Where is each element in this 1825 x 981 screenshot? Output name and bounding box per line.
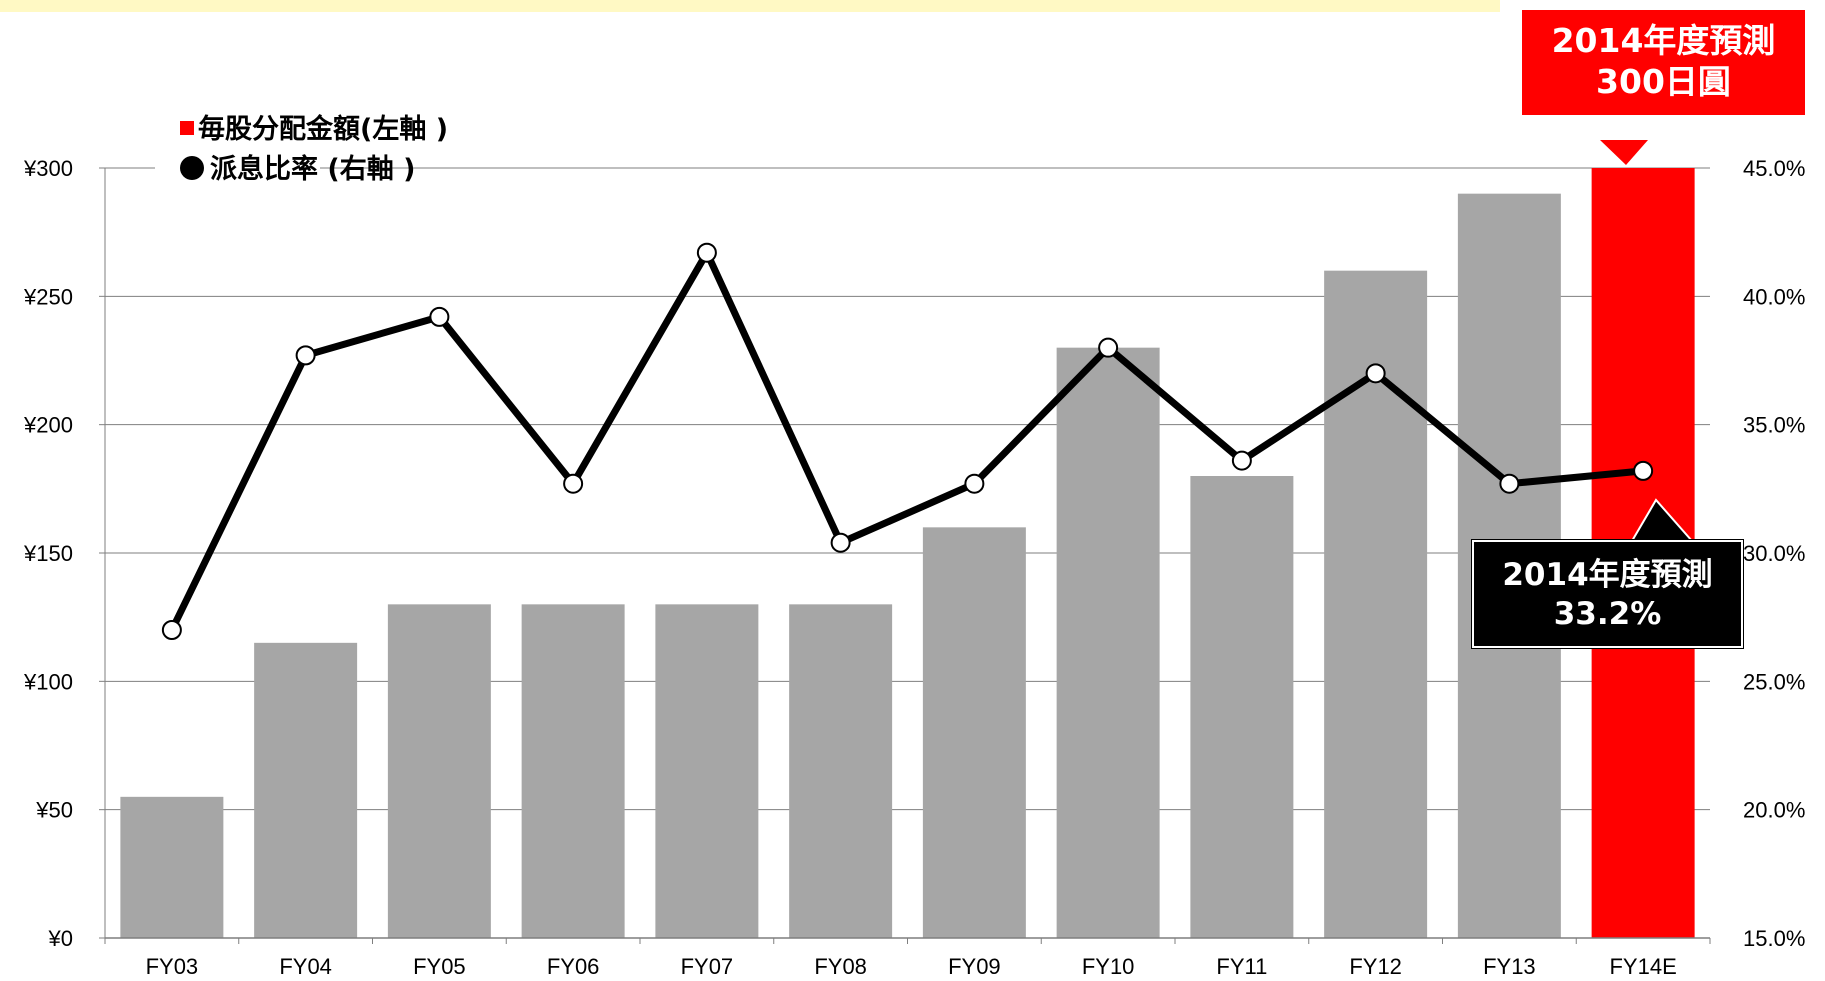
line-point (1634, 462, 1652, 480)
x-tick-label: FY10 (1082, 954, 1135, 979)
y-left-tick-label: ¥300 (23, 156, 73, 181)
line-point (1099, 339, 1117, 357)
bar (789, 604, 892, 938)
legend-line-label: 派息比率 (右軸 ) (210, 153, 415, 185)
dividend-forecast-line1: 2014年度預測 (1522, 20, 1805, 61)
x-tick-label: FY06 (547, 954, 600, 979)
bar (388, 604, 491, 938)
line-point (1233, 452, 1251, 470)
dividend-forecast-line2: 300日圓 (1522, 61, 1805, 102)
y-left-tick-label: ¥0 (48, 926, 73, 951)
x-tick-label: FY07 (681, 954, 734, 979)
y-left-tick-label: ¥200 (23, 413, 73, 438)
legend-line-marker (180, 156, 204, 180)
bar (1190, 476, 1293, 938)
payout-forecast-line1: 2014年度預測 (1474, 556, 1741, 595)
line-point (430, 308, 448, 326)
bar (655, 604, 758, 938)
line-point (1500, 475, 1518, 493)
x-tick-label: FY04 (279, 954, 332, 979)
bar (254, 643, 357, 938)
red-callout-pointer (1600, 140, 1648, 165)
y-left-tick-label: ¥150 (23, 541, 73, 566)
line-point (1367, 364, 1385, 382)
bar (120, 797, 223, 938)
payout-forecast-callout: 2014年度預測 33.2% (1472, 540, 1743, 648)
x-tick-label: FY08 (814, 954, 867, 979)
bar (522, 604, 625, 938)
line-point (698, 244, 716, 262)
bar (1057, 348, 1160, 938)
y-right-tick-label: 35.0% (1743, 413, 1805, 438)
y-left-tick-label: ¥100 (23, 669, 73, 694)
y-left-tick-label: ¥50 (35, 798, 73, 823)
line-point (564, 475, 582, 493)
dividend-forecast-callout: 2014年度預測 300日圓 (1522, 10, 1805, 115)
x-tick-label: FY09 (948, 954, 1001, 979)
legend: 毎股分配金額(左軸 ) 派息比率 (右軸 ) (155, 95, 448, 185)
legend-bar-marker (180, 121, 194, 135)
y-right-tick-label: 15.0% (1743, 926, 1805, 951)
x-tick-label: FY12 (1349, 954, 1402, 979)
line-point (297, 346, 315, 364)
line-series (163, 244, 1652, 639)
y-left-tick-label: ¥250 (23, 284, 73, 309)
y-right-tick-label: 25.0% (1743, 669, 1805, 694)
x-tick-label: FY03 (146, 954, 199, 979)
x-tick-label: FY05 (413, 954, 466, 979)
line-point (832, 534, 850, 552)
x-tick-label: FY14E (1609, 954, 1676, 979)
bar (923, 527, 1026, 938)
line-point (965, 475, 983, 493)
x-tick-label: FY11 (1216, 954, 1267, 979)
y-right-tick-label: 20.0% (1743, 798, 1805, 823)
y-right-tick-label: 40.0% (1743, 284, 1805, 309)
y-right-tick-label: 45.0% (1743, 156, 1805, 181)
y-right-tick-label: 30.0% (1743, 541, 1805, 566)
payout-forecast-line2: 33.2% (1474, 595, 1741, 634)
legend-bar-label: 毎股分配金額(左軸 ) (198, 113, 448, 145)
x-tick-label: FY13 (1483, 954, 1536, 979)
line-point (163, 621, 181, 639)
